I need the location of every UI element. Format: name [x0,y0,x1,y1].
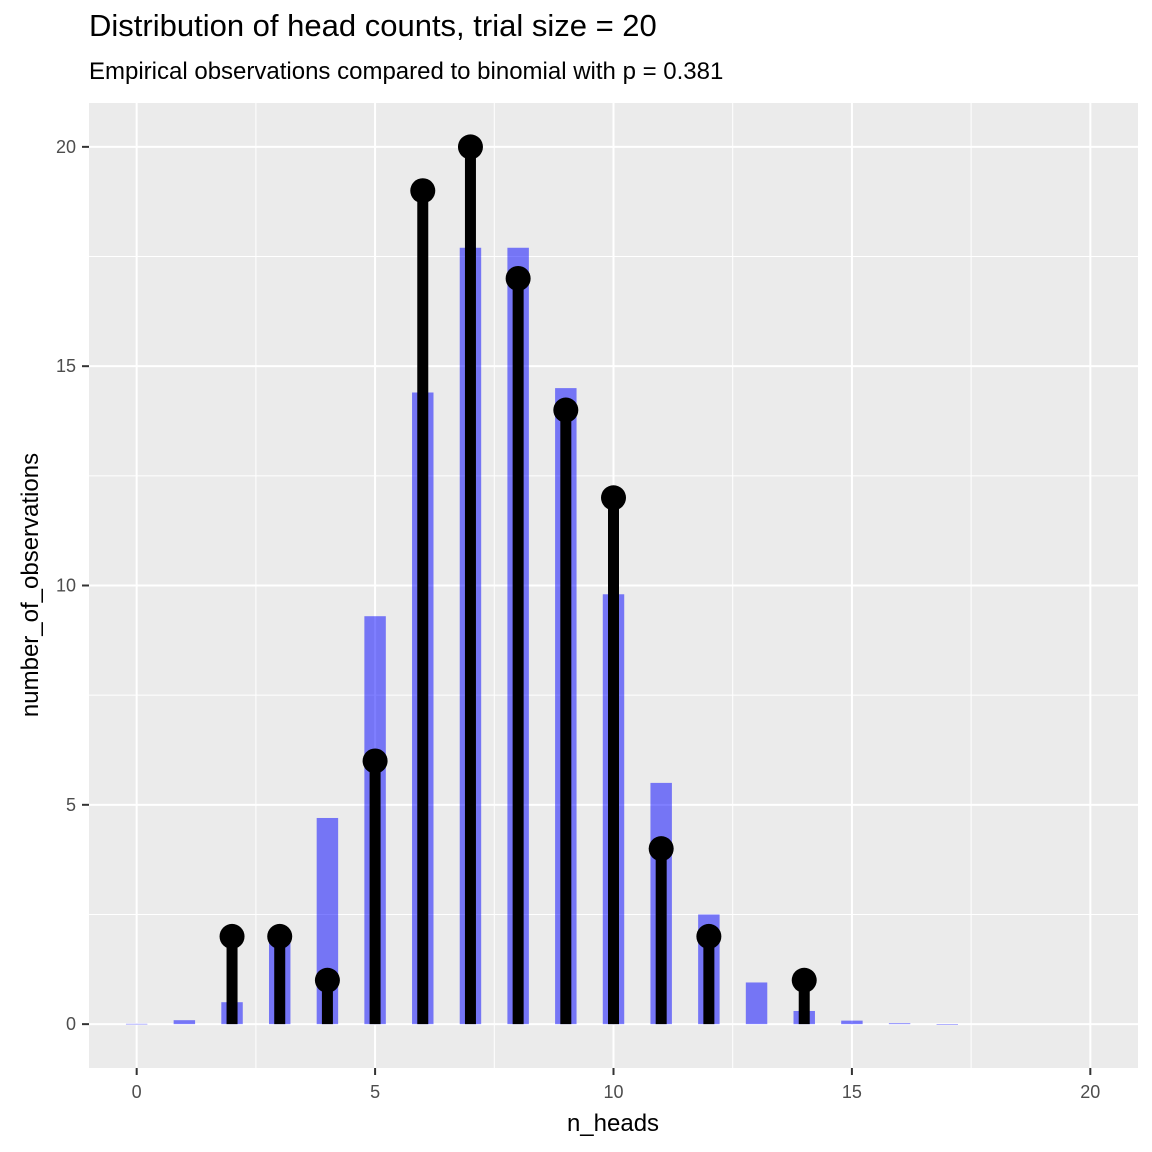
y-tick-label: 10 [56,576,76,596]
observation-stems [226,146,810,1025]
x-tick-label: 0 [132,1082,142,1102]
point [362,748,388,774]
point [505,265,531,291]
y-axis-title: number_of_observations [17,453,44,717]
point [553,397,579,423]
point [696,923,722,949]
chart-subtitle: Empirical observations compared to binom… [89,58,724,85]
bar [936,1024,959,1025]
y-axis: 0 5 10 15 20 [56,137,89,1034]
point [314,967,340,993]
y-tick-label: 15 [56,356,76,376]
point [410,178,436,204]
y-tick-label: 20 [56,137,76,157]
point [219,923,245,949]
bar [173,1020,196,1025]
point [791,967,817,993]
bar [888,1023,911,1025]
x-tick-label: 5 [370,1082,380,1102]
bar [841,1020,863,1025]
point [457,134,483,160]
x-axis: 0 5 10 15 20 [132,1068,1100,1102]
x-axis-title: n_heads [567,1110,659,1137]
y-tick-label: 5 [66,795,76,815]
bar [125,1023,148,1025]
point [267,923,293,949]
x-tick-label: 20 [1080,1082,1100,1102]
x-tick-label: 10 [603,1082,623,1102]
point [648,836,674,862]
observation-points [219,134,817,993]
bar [745,982,768,1025]
x-tick-label: 15 [842,1082,862,1102]
chart-title: Distribution of head counts, trial size … [89,8,657,43]
y-tick-label: 0 [66,1014,76,1034]
point [601,485,626,511]
